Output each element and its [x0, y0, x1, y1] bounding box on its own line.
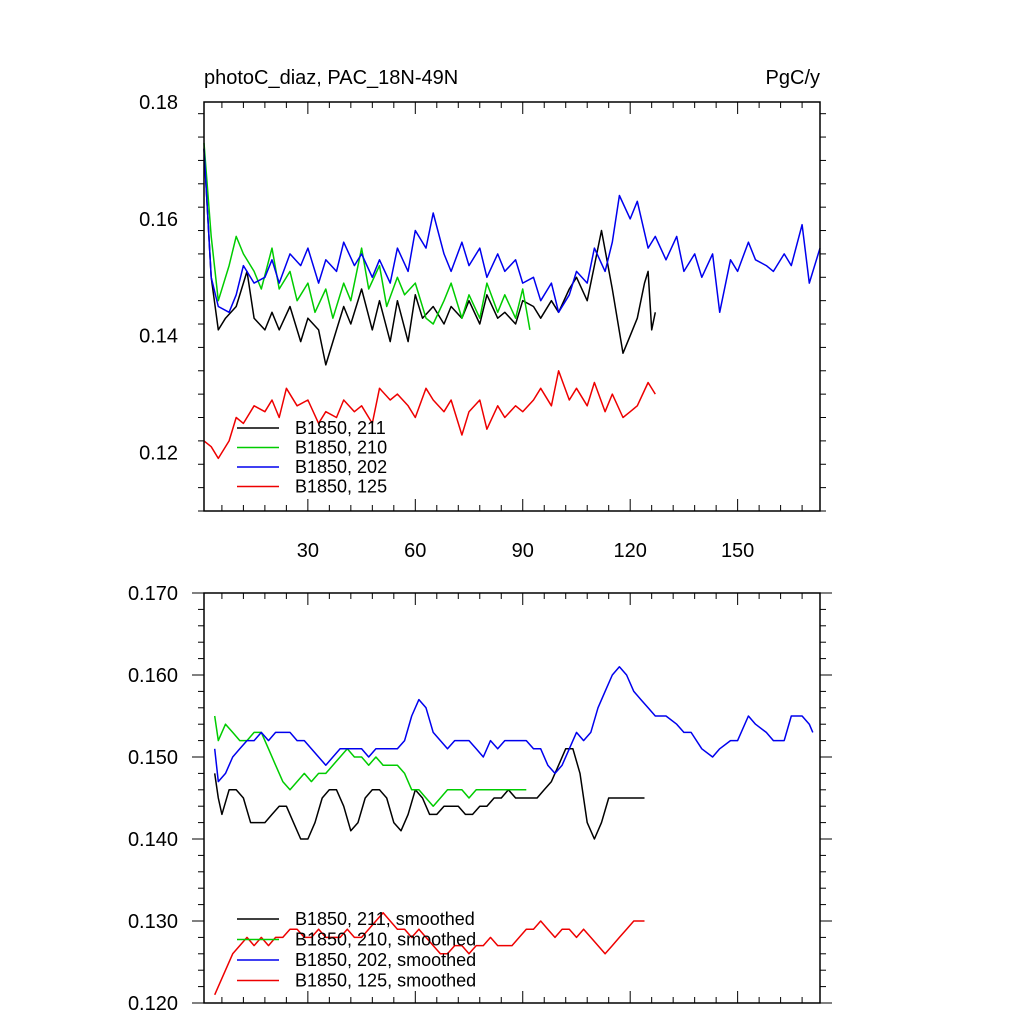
- legend-label: B1850, 210, smoothed: [295, 930, 476, 950]
- y-tick-label: 0.170: [128, 583, 178, 605]
- y-tick-label: 0.160: [128, 665, 178, 687]
- y-tick-label: 0.18: [139, 92, 178, 114]
- series-line: [213, 666, 814, 783]
- series-line: [213, 748, 645, 840]
- legend-label: B1850, 202: [295, 457, 387, 477]
- series-line: [203, 148, 821, 314]
- bottom-panel-ytick-labels: 0.120 0.130 0.140 0.150 0.160 0.170: [128, 583, 178, 1015]
- series-line: [213, 715, 527, 807]
- x-tick-label: 120: [613, 540, 646, 562]
- bottom-panel: 0.120 0.130 0.140 0.150 0.160 0.170 B1850, 21…: [128, 583, 832, 1015]
- y-tick-label: 0.14: [139, 326, 178, 348]
- bottom-panel-series: [213, 666, 814, 996]
- top-panel-ytick-labels: 0.12 0.14 0.16 0.18: [139, 92, 178, 465]
- top-panel-title: photoC_diaz, PAC_18N-49N: [204, 67, 458, 89]
- y-tick-label: 0.150: [128, 747, 178, 769]
- bottom-panel-ticks: [192, 592, 832, 1004]
- legend-label: B1850, 210: [295, 438, 387, 458]
- top-panel-xtick-labels: 30 60 90 120 150: [297, 540, 755, 562]
- y-tick-label: 0.12: [139, 443, 178, 465]
- legend-label: B1850, 125, smoothed: [295, 971, 476, 991]
- y-tick-label: 0.140: [128, 829, 178, 851]
- top-panel: photoC_diaz, PAC_18N-49N PgC/y 0.120.140…: [139, 67, 826, 562]
- series-line: [203, 148, 657, 366]
- legend-label: B1850, 202, smoothed: [295, 950, 476, 970]
- x-tick-label: 30: [297, 540, 319, 562]
- series-line: [203, 142, 531, 331]
- bottom-panel-frame: [203, 592, 821, 1004]
- legend-label: B1850, 211, smoothed: [295, 909, 475, 929]
- top-panel-units: PgC/y: [766, 67, 820, 89]
- y-tick-label: 0.130: [128, 911, 178, 933]
- y-tick-label: 0.120: [128, 993, 178, 1015]
- y-tick-label: 0.16: [139, 209, 178, 231]
- series-line: [214, 912, 645, 996]
- x-tick-label: 150: [721, 540, 754, 562]
- top-panel-frame: [203, 101, 821, 512]
- x-tick-label: 90: [512, 540, 534, 562]
- legend-label: B1850, 211: [295, 418, 386, 438]
- x-tick-label: 60: [404, 540, 426, 562]
- top-panel-ticks: [198, 102, 826, 512]
- legend-label: B1850, 125: [295, 477, 387, 497]
- series-line: [203, 370, 656, 460]
- top-panel-series: [203, 142, 821, 460]
